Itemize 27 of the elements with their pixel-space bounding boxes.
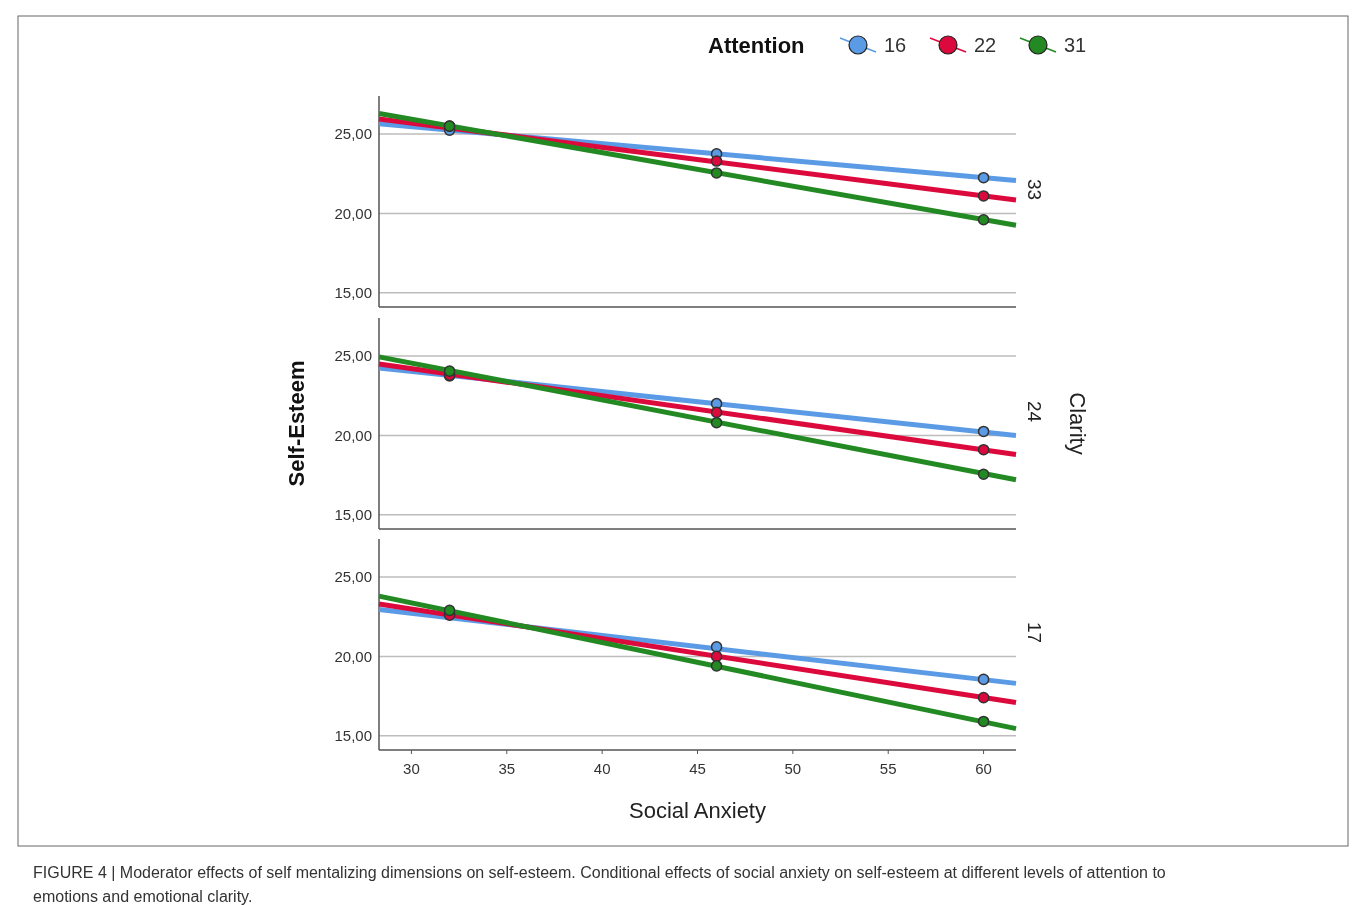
legend-title: Attention bbox=[708, 32, 805, 58]
y-axis-title: Self-Esteem bbox=[284, 360, 309, 487]
text: 24 bbox=[1024, 400, 1045, 423]
y-tick-label: 20,00 bbox=[334, 647, 372, 665]
x-tick-label: 45 bbox=[689, 760, 706, 777]
x-axis-title: Social Anxiety bbox=[629, 798, 766, 823]
y-tick-label: 25,00 bbox=[334, 347, 372, 365]
y-tick-label: 15,00 bbox=[334, 505, 372, 523]
y-tick-label: 20,00 bbox=[334, 204, 372, 222]
caption: FIGURE 4 | Moderator effects of self mentalizing dimensions on self-esteem. Conditional effects of social anxiety on self-esteem at different levels of attention to emotions and emotional clarity. bbox=[33, 864, 1166, 905]
x-tick-label: 40 bbox=[593, 760, 611, 777]
text: 33 bbox=[1024, 178, 1045, 201]
y-tick-label: 15,00 bbox=[334, 283, 372, 301]
text: 17 bbox=[1024, 621, 1045, 644]
y2-axis-title: Clarity bbox=[1065, 392, 1090, 455]
legend-label: 31 bbox=[1064, 34, 1087, 56]
x-tick-label: 55 bbox=[879, 760, 897, 777]
y-tick-label: 25,00 bbox=[334, 568, 372, 586]
x-tick-label: 60 bbox=[975, 760, 992, 777]
legend-label: 16 bbox=[884, 34, 907, 56]
y-tick-label: 15,00 bbox=[334, 726, 372, 744]
x-tick-label: 30 bbox=[403, 760, 420, 777]
legend-label: 22 bbox=[974, 34, 997, 56]
y-tick-label: 20,00 bbox=[334, 426, 372, 444]
x-tick-label: 50 bbox=[784, 760, 802, 777]
y-tick-label: 25,00 bbox=[334, 125, 372, 143]
x-tick-label: 35 bbox=[498, 760, 516, 777]
